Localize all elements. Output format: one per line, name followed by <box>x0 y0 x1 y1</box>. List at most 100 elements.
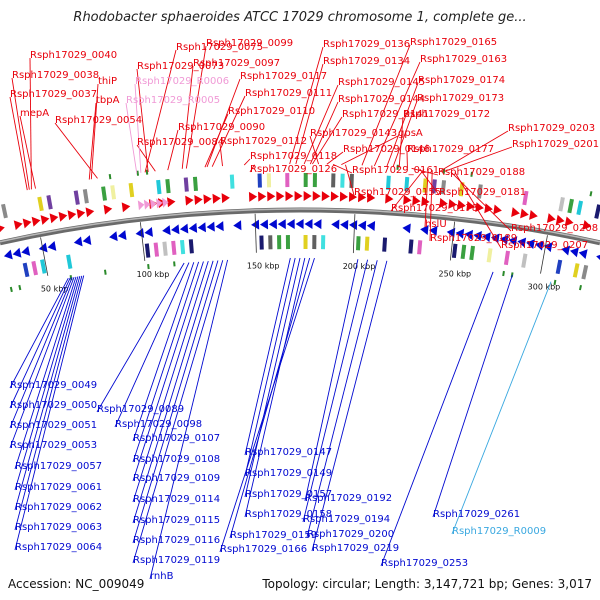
reverse-gene-label: Rsph17029_0109 <box>133 473 220 484</box>
forward-gene-label: hslU <box>425 219 447 230</box>
leader-line <box>132 261 204 482</box>
reverse-gene-arrow <box>561 245 571 256</box>
rna-gene-arrow <box>149 199 157 209</box>
forward-gene-label: Rsph17029_0144 <box>338 94 425 105</box>
forward-cog-block <box>46 195 53 210</box>
leader-line <box>332 163 353 174</box>
leader-line <box>361 44 411 166</box>
reverse-cog-block <box>153 242 160 257</box>
reverse-gene-arrow <box>578 249 588 260</box>
forward-cog-block <box>229 174 235 189</box>
leader-line <box>132 260 219 544</box>
scale-tick-label: 250 kbp <box>439 269 472 278</box>
reverse-cog-block <box>321 235 326 250</box>
forward-gene-arrow <box>13 220 23 231</box>
leader-line <box>303 84 339 165</box>
reverse-cog-block <box>22 262 30 278</box>
reverse-gene-label: Rsph17029_0107 <box>133 433 220 444</box>
reverse-gene-label: Rsph17029_0061 <box>15 482 102 493</box>
scale-tick-label: 200 kbp <box>343 262 376 271</box>
forward-cog-block <box>1 203 8 219</box>
forward-gene-arrow <box>167 197 176 208</box>
reverse-gene-arrow <box>3 249 13 260</box>
reverse-gene-arrow <box>570 247 579 258</box>
reverse-cog-block <box>277 235 282 250</box>
leader-line <box>302 259 369 523</box>
forward-cog-block <box>183 177 189 192</box>
leader-line <box>206 78 241 168</box>
topology-summary: Topology: circular; Length: 3,147,721 bp… <box>262 577 592 591</box>
forward-gene-arrow <box>294 191 303 202</box>
forward-cog-block <box>165 178 171 194</box>
reverse-gene-arrow <box>47 240 57 251</box>
forward-gene-arrow <box>546 213 556 223</box>
leader-line <box>204 113 229 168</box>
reverse-gene-arrow <box>73 236 83 247</box>
reverse-cog-block <box>355 236 361 251</box>
forward-cog-block <box>312 173 317 188</box>
reverse-gene-arrow <box>402 223 411 234</box>
reverse-gene-arrow <box>429 225 438 236</box>
leader-line <box>390 169 425 212</box>
forward-gene-arrow <box>212 193 221 204</box>
reverse-gene-arrow <box>340 219 349 230</box>
leader-line <box>295 63 324 165</box>
forward-cog-block <box>558 197 565 212</box>
reverse-gene-arrow <box>233 220 242 231</box>
forward-gene-label: Rsph17029_0099 <box>206 38 293 49</box>
forward-gene-arrow <box>448 198 457 209</box>
gene-labels: Rsph17029_0040 Rsph17029_0038 Rsph17029_00… <box>10 37 599 582</box>
forward-cog-block <box>128 182 135 198</box>
forward-gc-mark <box>589 191 593 197</box>
forward-gene-arrow <box>385 193 394 204</box>
forward-gene-label: Rsph17029_0178 <box>391 203 478 214</box>
forward-gene-arrow <box>339 191 349 202</box>
leader-line <box>419 168 440 196</box>
forward-gene-arrow <box>85 207 95 218</box>
reverse-cog-block <box>555 259 563 275</box>
forward-cog-block <box>594 204 600 219</box>
forward-gene-arrow <box>221 193 230 204</box>
reverse-gene-label: Rsph17029_0114 <box>133 494 220 505</box>
leader-line <box>306 260 378 538</box>
leader-line <box>304 259 359 502</box>
leader-line <box>429 170 433 242</box>
forward-gene-label: Rsph17029_0110 <box>228 106 315 117</box>
forward-gene-arrow <box>520 208 529 219</box>
forward-cog-block <box>349 173 354 189</box>
leader-line <box>244 257 291 456</box>
reverse-gene-label: Rsph17029_0194 <box>303 514 390 525</box>
reverse-cog-block <box>31 260 38 276</box>
reverse-gene-arrow <box>331 219 340 230</box>
leader-line <box>451 281 552 535</box>
reverse-gc-mark <box>553 279 557 286</box>
reverse-gene-label: Rsph17029_0108 <box>133 454 220 465</box>
forward-gene-label: Rsph17029_0203 <box>508 123 595 134</box>
reverse-gene-arrow <box>473 231 482 241</box>
reverse-cog-block <box>417 240 423 255</box>
leader-line <box>134 83 142 173</box>
forward-cog-block <box>266 173 272 188</box>
leader-line <box>249 164 255 173</box>
reverse-gene-label: Rsph17029_0116 <box>133 535 220 546</box>
forward-gene-arrow <box>412 195 421 206</box>
leader-line <box>309 135 320 165</box>
reverse-gene-arrow <box>162 225 171 236</box>
forward-gene-label: Rsph17029_0163 <box>420 54 507 65</box>
reverse-gc-mark <box>9 286 13 293</box>
forward-gene-label: Rsph17029_0117 <box>240 71 327 82</box>
forward-gene-arrow <box>582 220 592 230</box>
forward-cog-block <box>422 178 428 193</box>
forward-gene-arrow <box>312 191 321 202</box>
reverse-cog-block <box>521 253 528 268</box>
leader-line <box>432 274 513 518</box>
forward-gene-arrow <box>267 191 276 202</box>
leader-line <box>219 257 315 553</box>
forward-gene-label: Rsph17029_0173 <box>417 93 504 104</box>
forward-cog-block <box>477 184 483 199</box>
forward-cog-block <box>340 173 345 188</box>
forward-cog-block <box>285 173 290 188</box>
leader-line <box>136 68 149 173</box>
forward-gene-label: Rsph17029_0201 <box>512 139 599 150</box>
reverse-gene-arrow <box>12 247 22 258</box>
